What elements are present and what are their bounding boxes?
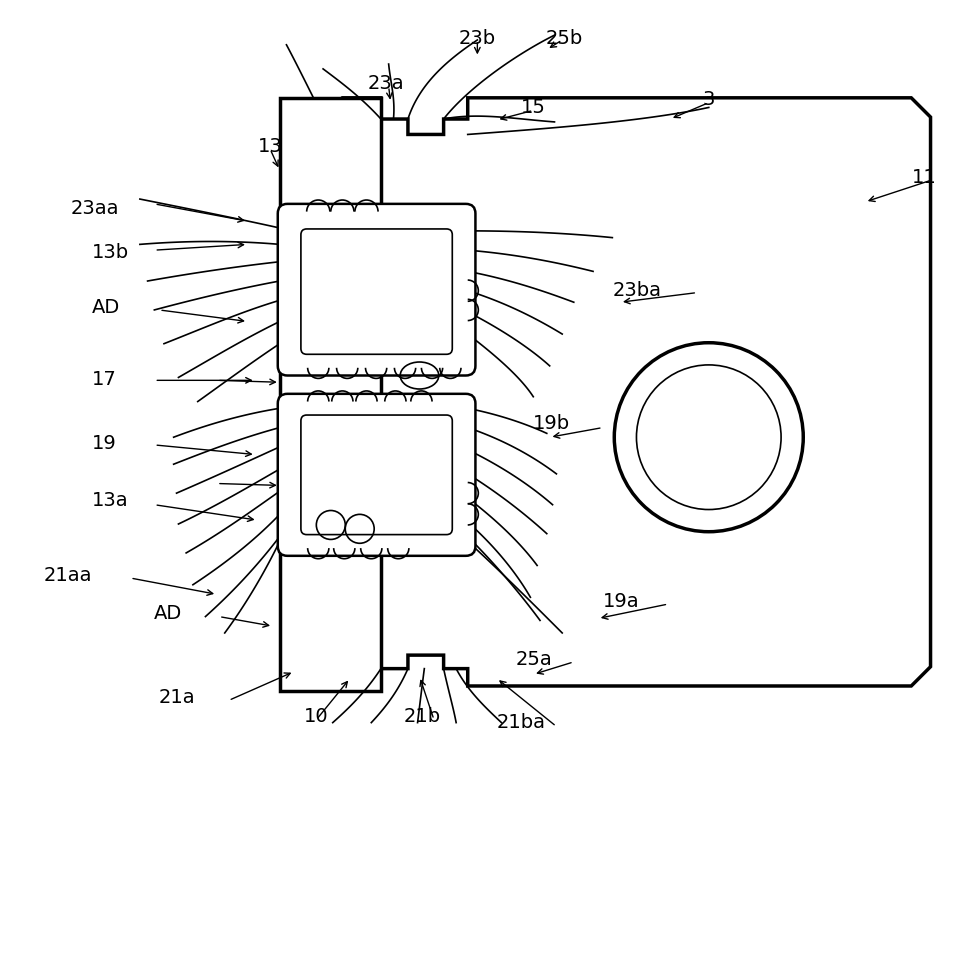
Text: 10: 10 bbox=[304, 708, 328, 726]
Text: AD: AD bbox=[92, 298, 120, 316]
Text: 23a: 23a bbox=[367, 74, 404, 93]
Text: AD: AD bbox=[154, 604, 182, 624]
Text: 23b: 23b bbox=[459, 29, 496, 47]
Text: 23aa: 23aa bbox=[70, 199, 119, 219]
Text: 21ba: 21ba bbox=[497, 714, 545, 732]
Text: 23ba: 23ba bbox=[613, 281, 661, 301]
FancyBboxPatch shape bbox=[278, 204, 475, 375]
Text: 13a: 13a bbox=[92, 491, 129, 511]
Text: 3: 3 bbox=[702, 90, 715, 109]
Text: 19a: 19a bbox=[603, 592, 639, 611]
Text: 21aa: 21aa bbox=[44, 566, 92, 585]
Text: 25b: 25b bbox=[545, 29, 582, 47]
FancyBboxPatch shape bbox=[278, 394, 475, 556]
Text: 19: 19 bbox=[92, 433, 117, 453]
Text: 21b: 21b bbox=[404, 708, 441, 726]
Text: 11: 11 bbox=[912, 167, 936, 187]
FancyBboxPatch shape bbox=[301, 229, 452, 354]
Text: 25a: 25a bbox=[516, 650, 552, 668]
Text: 21a: 21a bbox=[158, 689, 195, 707]
Text: 13b: 13b bbox=[92, 243, 129, 262]
Text: 17: 17 bbox=[92, 370, 117, 389]
Text: 15: 15 bbox=[521, 98, 545, 117]
FancyBboxPatch shape bbox=[301, 415, 452, 535]
Text: 13: 13 bbox=[258, 136, 282, 156]
Polygon shape bbox=[280, 98, 381, 690]
Text: 19b: 19b bbox=[534, 415, 571, 433]
